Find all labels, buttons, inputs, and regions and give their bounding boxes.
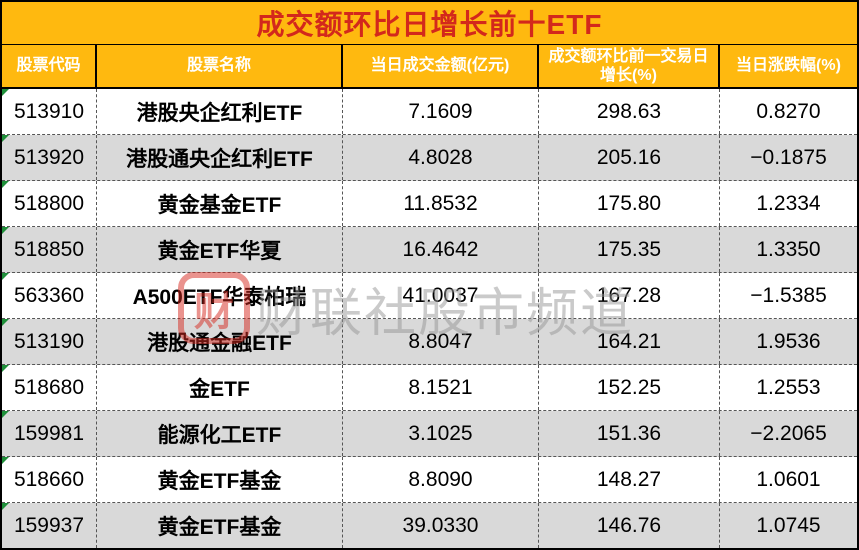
cell-growth: 205.16 <box>539 135 720 180</box>
cell-change: 0.8270 <box>756 99 821 123</box>
table-row: 513920 港股通央企红利ETF 4.8028 205.16 −0.1875 <box>2 135 857 181</box>
cell-stock-name: 金ETF <box>97 365 343 410</box>
cell-turnover: 3.1025 <box>343 411 539 456</box>
cell-stock-code: 518850 <box>2 227 97 272</box>
table-row: 159937 黄金ETF基金 39.0330 146.76 1.0745 <box>2 503 857 548</box>
cell-change: 1.0745 <box>756 513 821 537</box>
cell-growth: 175.35 <box>539 227 720 272</box>
cell-turnover: 8.8047 <box>343 319 539 364</box>
cell-stock-code: 563360 <box>2 273 97 318</box>
cell-turnover: 8.8090 <box>343 457 539 502</box>
cell-turnover: 7.1609 <box>343 89 539 134</box>
cell-turnover: 4.8028 <box>343 135 539 180</box>
cell-stock-code: 513190 <box>2 319 97 364</box>
cell-change: 1.3350 <box>756 237 821 261</box>
cell-turnover: 39.0330 <box>343 503 539 548</box>
excel-error-flag-icon <box>2 503 9 510</box>
table-row: 518680 金ETF 8.1521 152.25 1.2553 <box>2 365 857 411</box>
cell-stock-name: 黄金ETF华夏 <box>97 227 343 272</box>
excel-error-flag-icon <box>2 319 9 326</box>
title-bar: 成交额环比日增长前十ETF <box>2 2 857 45</box>
column-header-change: 当日涨跌幅(%) <box>736 57 841 75</box>
cell-stock-name: 黄金基金ETF <box>97 181 343 226</box>
column-header-growth: 成交额环比前一交易日增长(%) <box>539 45 720 87</box>
table-row: 513910 港股央企红利ETF 7.1609 298.63 0.8270 <box>2 89 857 135</box>
cell-stock-name: A500ETF华泰柏瑞 <box>97 273 343 318</box>
cell-stock-name: 港股央企红利ETF <box>97 89 343 134</box>
cell-growth: 167.28 <box>539 273 720 318</box>
table-row: 563360 A500ETF华泰柏瑞 41.0037 167.28 −1.538… <box>2 273 857 319</box>
cell-stock-code: 518680 <box>2 365 97 410</box>
cell-turnover: 41.0037 <box>343 273 539 318</box>
cell-change: −1.5385 <box>750 283 827 307</box>
table-row: 513190 港股通金融ETF 8.8047 164.21 1.9536 <box>2 319 857 365</box>
excel-error-flag-icon <box>2 273 9 280</box>
cell-stock-code: 513920 <box>2 135 97 180</box>
cell-stock-code: 518660 <box>2 457 97 502</box>
table-row: 159981 能源化工ETF 3.1025 151.36 −2.2065 <box>2 411 857 457</box>
table-row: 518800 黄金基金ETF 11.8532 175.80 1.2334 <box>2 181 857 227</box>
excel-error-flag-icon <box>2 227 9 234</box>
cell-growth: 164.21 <box>539 319 720 364</box>
cell-change: −2.2065 <box>750 421 827 445</box>
column-header-stock-name: 股票名称 <box>97 45 343 87</box>
cell-change: 1.9536 <box>756 329 821 353</box>
column-header-stock-code: 股票代码 <box>2 45 97 87</box>
cell-change: −0.1875 <box>750 145 827 169</box>
excel-error-flag-icon <box>2 457 9 464</box>
cell-change: 1.2334 <box>756 191 821 215</box>
cell-stock-code: 159981 <box>2 411 97 456</box>
cell-growth: 151.36 <box>539 411 720 456</box>
cell-growth: 146.76 <box>539 503 720 548</box>
excel-error-flag-icon <box>2 135 9 142</box>
cell-change: 1.0601 <box>756 467 821 491</box>
table-header-row: 股票代码 股票名称 当日成交金额(亿元) 成交额环比前一交易日增长(%) 当日涨… <box>2 45 857 89</box>
cell-growth: 175.80 <box>539 181 720 226</box>
cell-turnover: 11.8532 <box>343 181 539 226</box>
cell-change: 1.2553 <box>756 375 821 399</box>
table-row: 518660 黄金ETF基金 8.8090 148.27 1.0601 <box>2 457 857 503</box>
cell-stock-name: 黄金ETF基金 <box>97 503 343 548</box>
cell-stock-code: 159937 <box>2 503 97 548</box>
cell-turnover: 8.1521 <box>343 365 539 410</box>
excel-error-flag-icon <box>2 365 9 372</box>
cell-turnover: 16.4642 <box>343 227 539 272</box>
table-row: 518850 黄金ETF华夏 16.4642 175.35 1.3350 <box>2 227 857 273</box>
cell-growth: 148.27 <box>539 457 720 502</box>
excel-error-flag-icon <box>2 181 9 188</box>
cell-stock-name: 港股通央企红利ETF <box>97 135 343 180</box>
column-header-turnover: 当日成交金额(亿元) <box>343 45 539 87</box>
cell-growth: 298.63 <box>539 89 720 134</box>
cell-stock-code: 518800 <box>2 181 97 226</box>
cell-stock-name: 能源化工ETF <box>97 411 343 456</box>
cell-growth: 152.25 <box>539 365 720 410</box>
excel-error-flag-icon <box>2 89 9 96</box>
cell-stock-name: 港股通金融ETF <box>97 319 343 364</box>
excel-error-flag-icon <box>2 411 9 418</box>
page-title: 成交额环比日增长前十ETF <box>256 9 603 40</box>
cell-stock-name: 黄金ETF基金 <box>97 457 343 502</box>
table-body: 513910 港股央企红利ETF 7.1609 298.63 0.8270 51… <box>2 89 857 548</box>
cell-stock-code: 513910 <box>2 89 97 134</box>
